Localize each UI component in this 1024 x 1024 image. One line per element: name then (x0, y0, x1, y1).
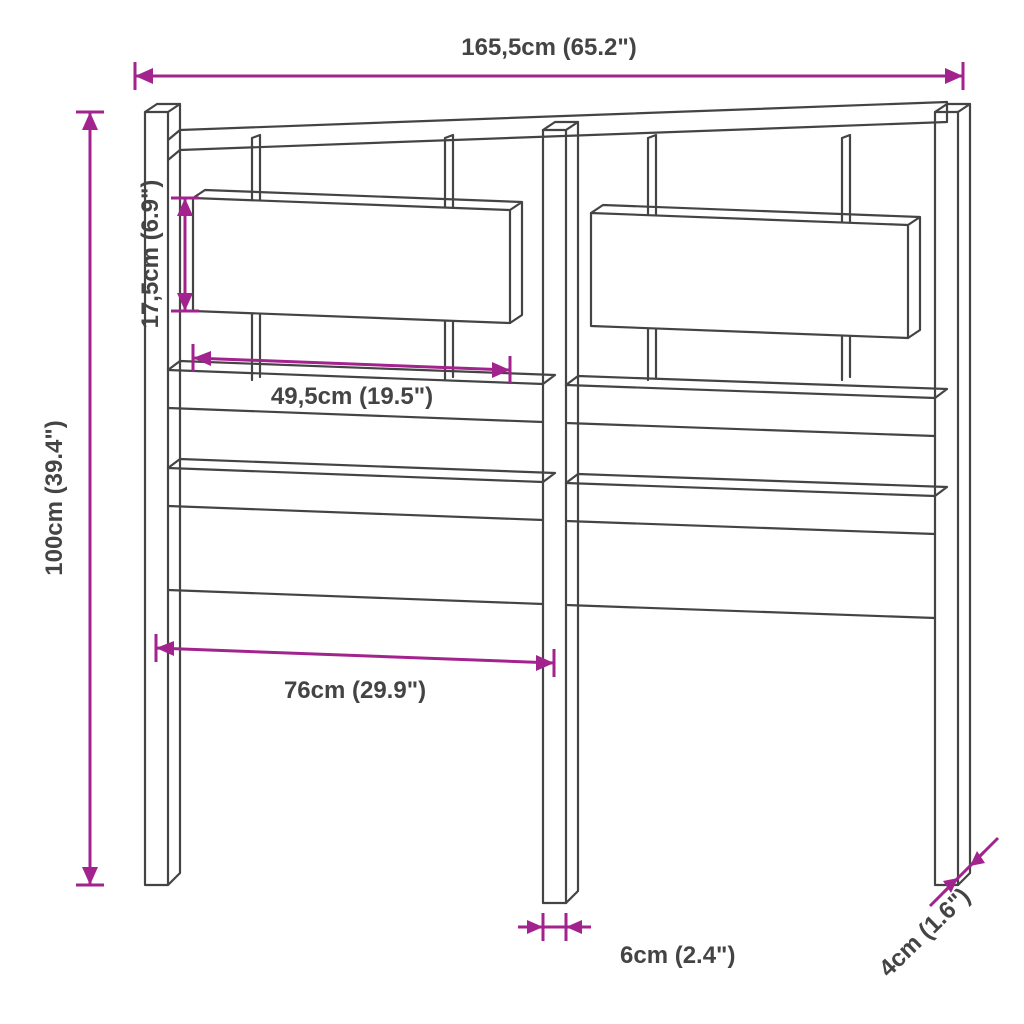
label-panel-width: 49,5cm (19.5") (271, 383, 433, 410)
dim-overall-height: 100cm (39.4") (41, 112, 104, 885)
dim-overall-width: 165,5cm (65.2") (135, 34, 963, 90)
label-overall-width: 165,5cm (65.2") (461, 34, 637, 61)
label-post-depth: 4cm (1.6") (874, 883, 976, 983)
label-panel-height: 17,5cm (6.9") (137, 180, 164, 329)
label-post-width: 6cm (2.4") (620, 942, 735, 969)
label-half-width: 76cm (29.9") (284, 677, 426, 704)
dim-half-width: 76cm (29.9") (156, 634, 554, 704)
label-overall-height: 100cm (39.4") (41, 420, 68, 575)
dim-post-width: 6cm (2.4") (518, 913, 735, 969)
